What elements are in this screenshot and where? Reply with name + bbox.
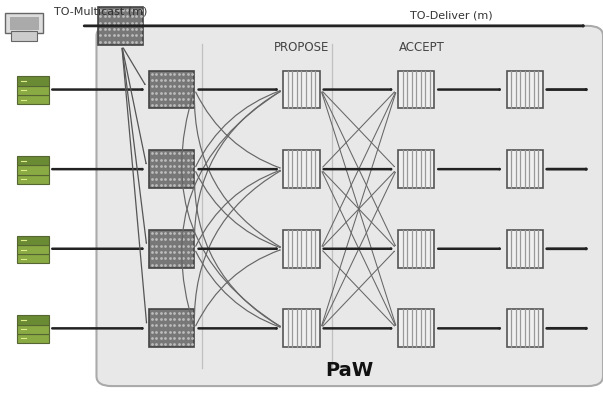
FancyBboxPatch shape xyxy=(17,175,49,184)
FancyBboxPatch shape xyxy=(17,95,49,104)
Bar xyxy=(283,71,320,108)
Bar xyxy=(10,17,39,30)
FancyBboxPatch shape xyxy=(17,156,49,165)
FancyBboxPatch shape xyxy=(17,254,49,263)
Bar xyxy=(398,230,434,267)
Bar xyxy=(398,310,434,347)
FancyBboxPatch shape xyxy=(96,26,603,386)
Text: PaW: PaW xyxy=(326,361,374,380)
FancyBboxPatch shape xyxy=(17,76,49,86)
Bar xyxy=(283,150,320,188)
Bar xyxy=(283,310,320,347)
Bar xyxy=(149,230,194,267)
Text: ACCEPT: ACCEPT xyxy=(399,41,445,54)
Bar xyxy=(398,71,434,108)
FancyBboxPatch shape xyxy=(17,324,49,334)
FancyBboxPatch shape xyxy=(17,165,49,175)
FancyBboxPatch shape xyxy=(5,13,43,33)
Bar xyxy=(149,71,194,108)
Bar xyxy=(149,150,194,188)
FancyBboxPatch shape xyxy=(17,86,49,95)
Bar xyxy=(507,230,543,267)
FancyBboxPatch shape xyxy=(17,334,49,343)
Bar xyxy=(149,310,194,347)
FancyBboxPatch shape xyxy=(11,31,37,41)
FancyBboxPatch shape xyxy=(17,236,49,245)
Bar xyxy=(98,7,143,45)
Text: PROPOSE: PROPOSE xyxy=(274,41,329,54)
Bar xyxy=(398,150,434,188)
Text: TO-Multicast (m): TO-Multicast (m) xyxy=(54,6,148,16)
Bar xyxy=(507,71,543,108)
FancyBboxPatch shape xyxy=(17,315,49,324)
Bar xyxy=(507,310,543,347)
Text: TO-Deliver (m): TO-Deliver (m) xyxy=(410,11,493,21)
Bar xyxy=(283,230,320,267)
Bar xyxy=(507,150,543,188)
FancyBboxPatch shape xyxy=(17,245,49,254)
